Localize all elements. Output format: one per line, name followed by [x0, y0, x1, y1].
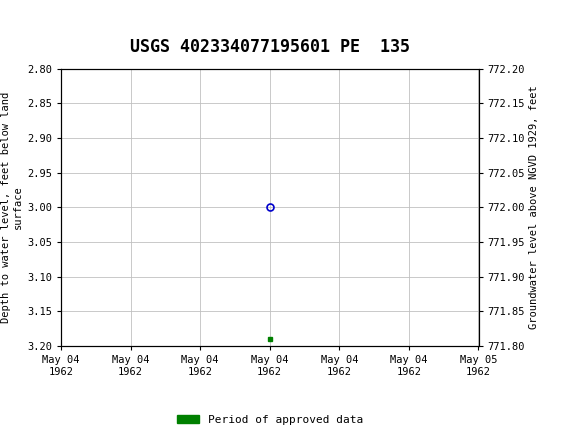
Text: USGS: USGS	[44, 13, 103, 32]
Bar	[3, 3, 78, 42]
Text: USGS 402334077195601 PE  135: USGS 402334077195601 PE 135	[130, 38, 409, 56]
Y-axis label: Depth to water level, feet below land
surface: Depth to water level, feet below land su…	[1, 92, 23, 323]
Y-axis label: Groundwater level above NGVD 1929, feet: Groundwater level above NGVD 1929, feet	[529, 86, 539, 329]
Legend: Period of approved data: Period of approved data	[172, 410, 367, 429]
